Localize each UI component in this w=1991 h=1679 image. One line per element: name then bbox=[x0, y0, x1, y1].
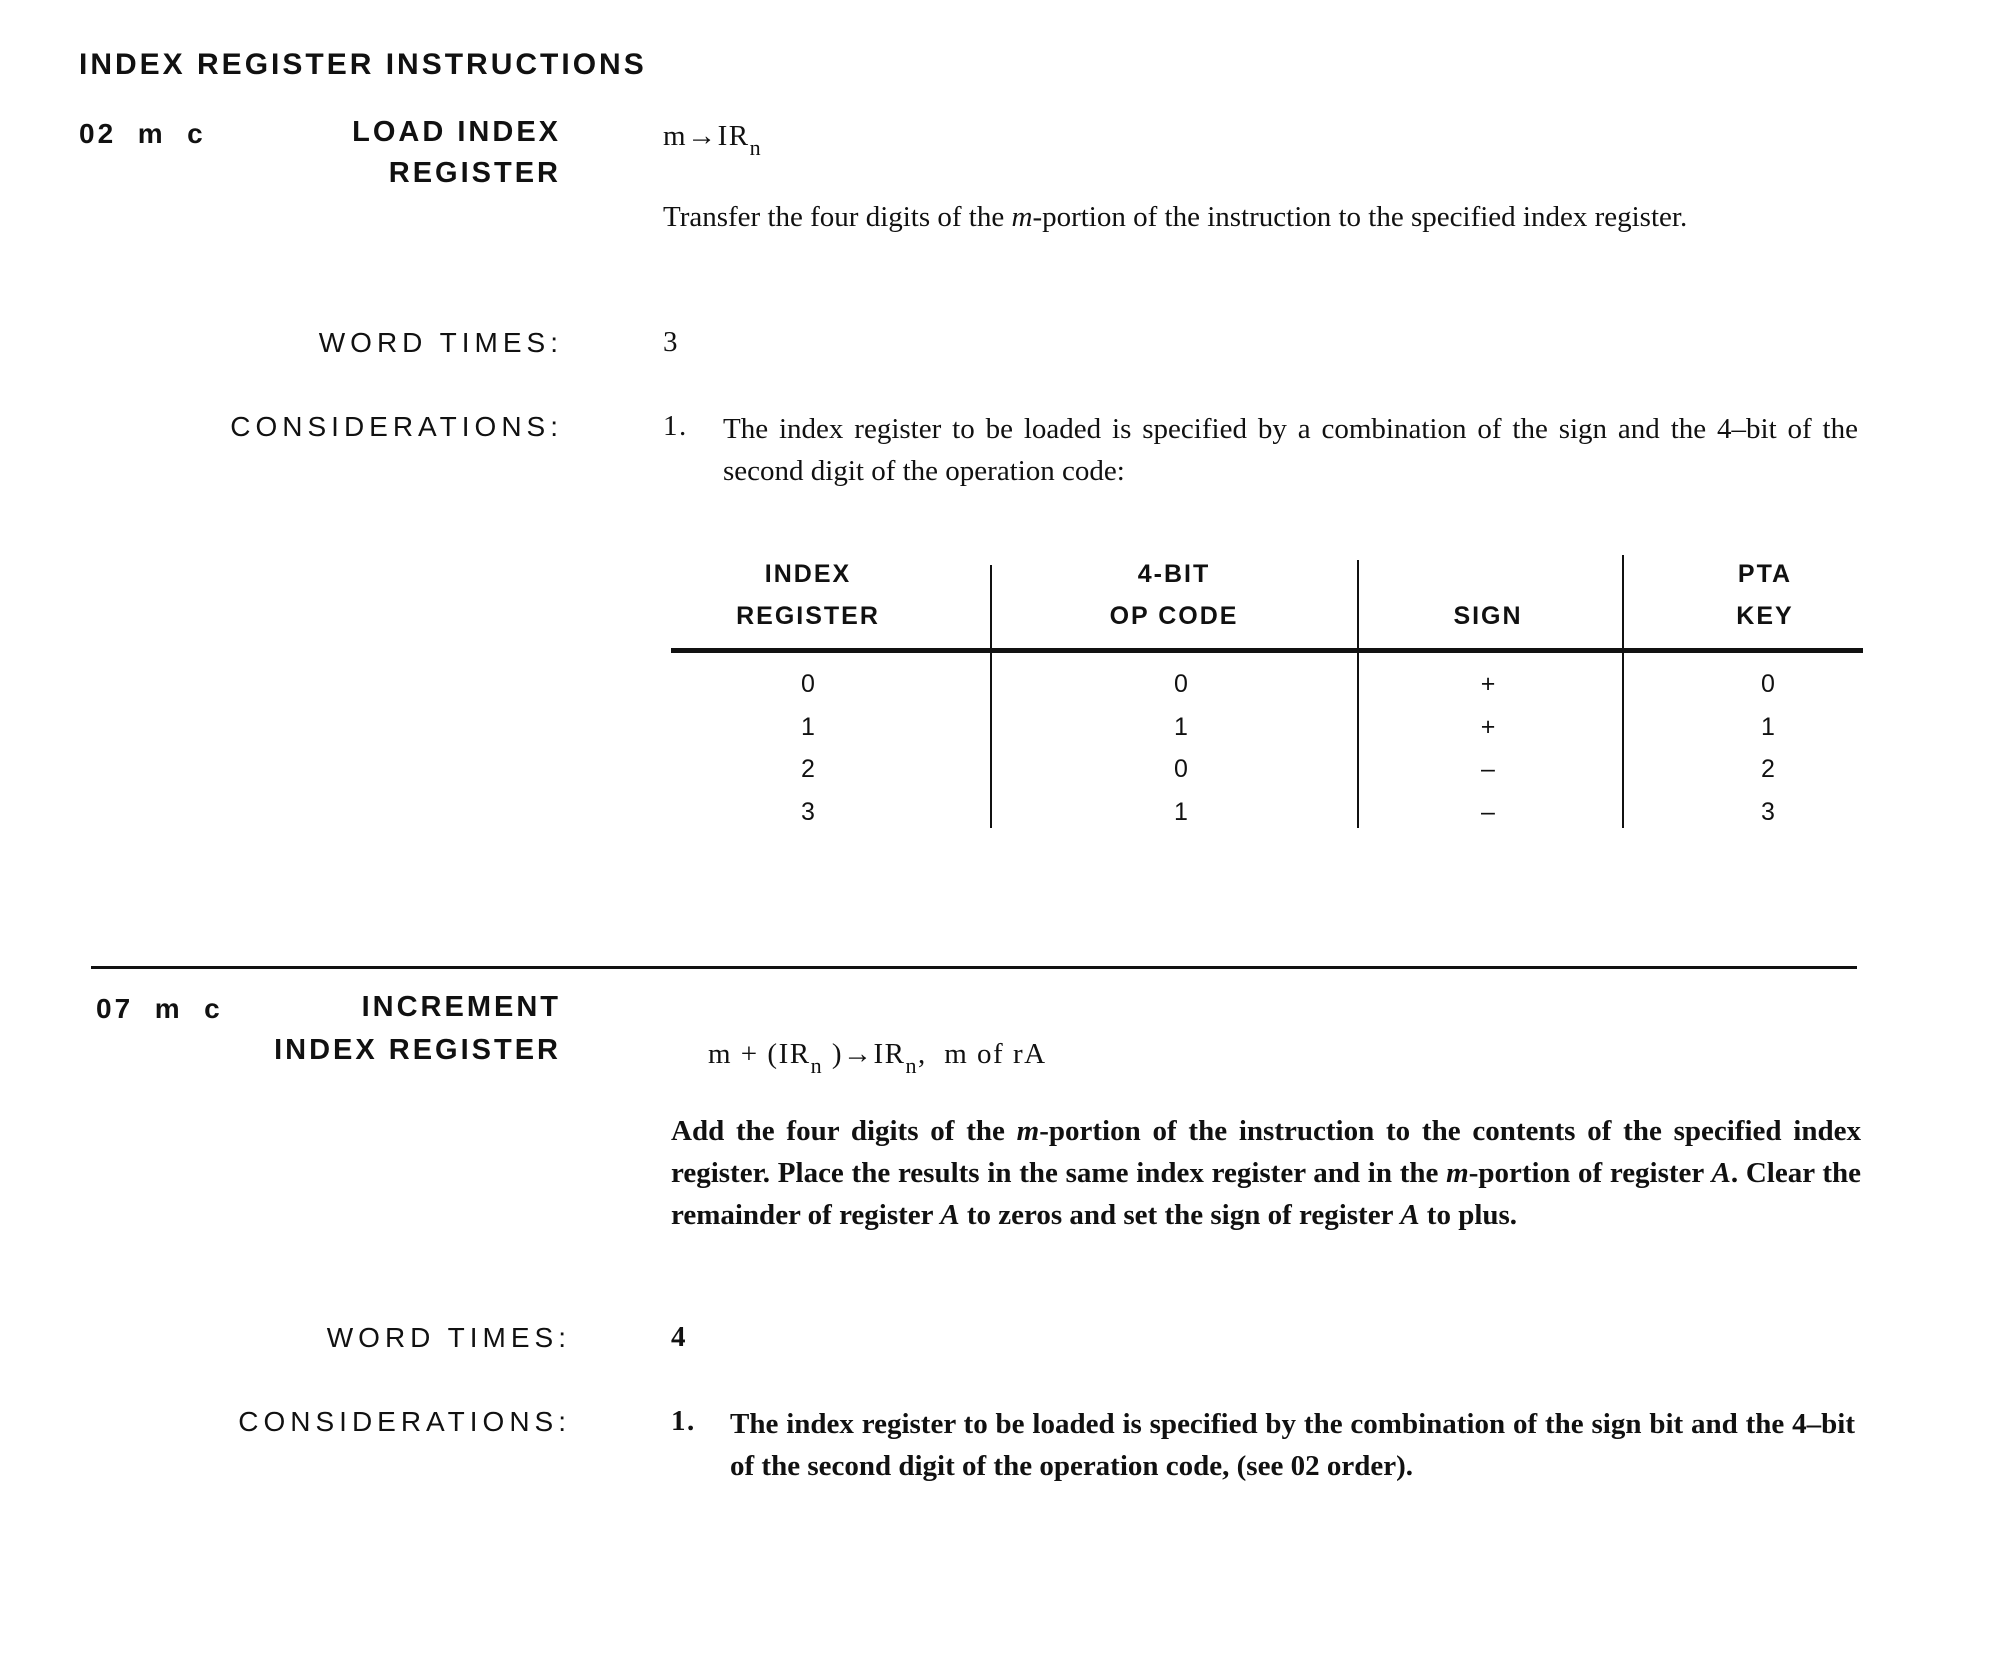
section-divider bbox=[91, 966, 1857, 969]
page-title: INDEX REGISTER INSTRUCTIONS bbox=[79, 48, 647, 81]
text: m bbox=[1011, 201, 1033, 233]
header-line bbox=[1358, 553, 1618, 595]
table-cell: + bbox=[1480, 670, 1496, 698]
formula-m: m bbox=[663, 120, 688, 152]
table-cell: – bbox=[1481, 798, 1495, 826]
instruction-name-line1: LOAD INDEX bbox=[352, 116, 561, 148]
table-cell: 0 bbox=[1174, 755, 1188, 783]
text: A bbox=[1711, 1157, 1731, 1189]
header-line: OP CODE bbox=[1109, 602, 1239, 630]
header-line: 4-BIT bbox=[1137, 560, 1211, 588]
word-times-value: 3 bbox=[663, 326, 679, 358]
considerations-label: CONSIDERATIONS: bbox=[238, 1406, 571, 1437]
table-cell: 3 bbox=[801, 798, 815, 826]
header-sign: SIGN bbox=[1358, 553, 1618, 637]
formula-text: m + (IR bbox=[708, 1038, 811, 1070]
table-cell: 0 bbox=[1761, 670, 1775, 698]
text: Add the four digits of the bbox=[671, 1115, 1017, 1147]
considerations-label: CONSIDERATIONS: bbox=[230, 411, 563, 442]
text: m bbox=[1016, 1115, 1040, 1147]
text: m bbox=[1446, 1157, 1469, 1189]
header-pta-key: PTA KEY bbox=[1635, 553, 1895, 637]
consideration-number: 1. bbox=[663, 410, 688, 442]
formula-ir: IR bbox=[717, 120, 750, 152]
column-divider bbox=[1622, 555, 1624, 828]
text: -portion of the instruction to the conte… bbox=[671, 1115, 1861, 1189]
consideration-number: 1. bbox=[671, 1405, 696, 1437]
table-cell: 2 bbox=[1761, 755, 1775, 783]
header-line: SIGN bbox=[1453, 602, 1523, 630]
consideration-text: The index register to be loaded is speci… bbox=[730, 1408, 1855, 1482]
table-cell: 1 bbox=[801, 713, 815, 741]
formula-subscript: n bbox=[905, 1053, 918, 1078]
table-cell: 1 bbox=[1174, 713, 1188, 741]
header-line: INDEX bbox=[764, 560, 852, 588]
column-divider bbox=[1357, 560, 1359, 828]
formula-text: , m of rA bbox=[918, 1038, 1047, 1070]
header-index-register: INDEX REGISTER bbox=[678, 553, 938, 637]
text: Transfer the four digits of the bbox=[663, 201, 1012, 233]
table-cell: + bbox=[1480, 713, 1496, 741]
word-times-label: WORD TIMES: bbox=[326, 1322, 571, 1353]
table-cell: 2 bbox=[801, 755, 815, 783]
op-code: 02 m c bbox=[79, 118, 206, 149]
description: Transfer the four digits of the m-portio… bbox=[663, 196, 1860, 238]
formula-text: ) bbox=[823, 1038, 843, 1070]
op-code: 07 m c bbox=[96, 993, 223, 1024]
text: to plus. bbox=[1419, 1199, 1518, 1231]
table-header-rule bbox=[671, 648, 1863, 653]
formula-subscript: n bbox=[810, 1053, 824, 1078]
header-line: KEY bbox=[1736, 602, 1794, 630]
formula: m→IRn bbox=[663, 120, 762, 159]
text: -portion of the instruction to the speci… bbox=[1032, 201, 1688, 233]
table-cell: 0 bbox=[1174, 670, 1188, 698]
text: A bbox=[1400, 1199, 1420, 1231]
header-line: REGISTER bbox=[736, 602, 880, 630]
formula-subscript: n bbox=[749, 135, 763, 160]
column-divider bbox=[990, 565, 992, 828]
table-cell: – bbox=[1481, 755, 1495, 783]
consideration-text: The index register to be loaded is speci… bbox=[723, 413, 1858, 487]
arrow-icon: → bbox=[687, 120, 718, 152]
table-cell: 1 bbox=[1174, 798, 1188, 826]
instruction-name-line2: REGISTER bbox=[388, 157, 561, 189]
formula: m + (IRn )→IRn, m of rA bbox=[673, 1005, 1047, 1104]
index-register-table: INDEX REGISTER 4-BIT OP CODE SIGN PTA KEY 0… bbox=[0, 553, 1991, 833]
formula-text: IR bbox=[873, 1038, 906, 1070]
text: to zeros and set the sign of register bbox=[959, 1199, 1401, 1231]
instruction-name-line1: INCREMENT bbox=[361, 991, 561, 1023]
header-4bit-op-code: 4-BIT OP CODE bbox=[1044, 553, 1304, 637]
text: -portion of register bbox=[1468, 1157, 1712, 1189]
word-times-label: WORD TIMES: bbox=[318, 327, 563, 358]
arrow-icon: → bbox=[843, 1038, 874, 1070]
instruction-name-line2: INDEX REGISTER bbox=[274, 1034, 561, 1066]
description: Add the four digits of the m-portion of … bbox=[671, 1110, 1861, 1236]
text: . Clear the remainder of register bbox=[671, 1157, 1861, 1231]
text: A bbox=[940, 1199, 960, 1231]
header-line: PTA bbox=[1737, 560, 1793, 588]
table-cell: 0 bbox=[801, 670, 815, 698]
word-times-value: 4 bbox=[671, 1321, 687, 1353]
table-cell: 1 bbox=[1761, 713, 1775, 741]
table-cell: 3 bbox=[1761, 798, 1775, 826]
